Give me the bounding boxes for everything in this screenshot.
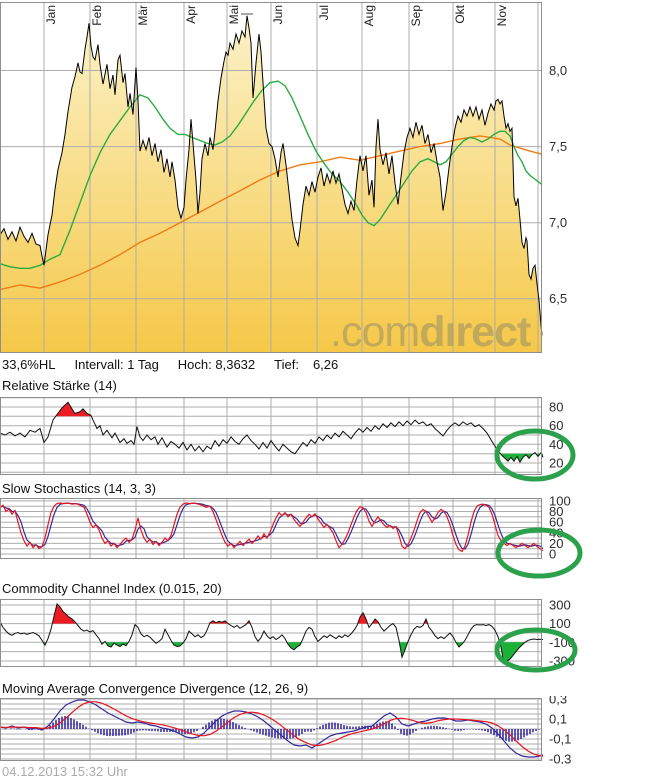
status-hl: 33,6%HL	[2, 357, 56, 372]
svg-text:Jan: Jan	[44, 5, 58, 24]
svg-text:20: 20	[549, 536, 563, 551]
svg-text:0,3: 0,3	[549, 696, 567, 707]
svg-text:-0,3: -0,3	[549, 752, 571, 765]
macd-title: Moving Average Convergence Divergence (1…	[2, 681, 309, 696]
stochastics-title: Slow Stochastics (14, 3, 3)	[2, 481, 156, 496]
status-high: Hoch: 8,3632	[177, 357, 256, 372]
svg-text:80: 80	[549, 504, 563, 519]
macd-chart-canvas: 0,3 0,1 -0,1 -0,3	[0, 696, 571, 765]
price-chart-canvas: .comdırect 8,0 7,5 7,0 6,5 Jan Feb Mär Apr Mai Jun…	[0, 2, 567, 356]
svg-text:-0,1: -0,1	[549, 732, 571, 747]
svg-text:Nov: Nov	[495, 5, 509, 26]
cci-title: Commodity Channel Index (0.015, 20)	[2, 581, 222, 596]
svg-text:8,0: 8,0	[549, 63, 567, 78]
svg-text:7,0: 7,0	[549, 215, 567, 230]
svg-text:Feb: Feb	[90, 5, 104, 26]
status-bar: 33,6%HL Intervall: 1 Tag Hoch: 8,3632 Ti…	[2, 357, 357, 372]
svg-text:0,1: 0,1	[549, 712, 567, 727]
svg-text:Aug: Aug	[362, 5, 376, 26]
svg-text:Sep: Sep	[409, 5, 423, 27]
svg-text:60: 60	[549, 515, 563, 530]
svg-text:100: 100	[549, 616, 571, 631]
svg-text:0: 0	[549, 547, 556, 562]
svg-text:.comdırect: .comdırect	[330, 308, 531, 356]
svg-text:20: 20	[549, 456, 563, 471]
rsi-chart-canvas: 80 60 40 20	[0, 397, 576, 482]
svg-text:60: 60	[549, 418, 563, 433]
svg-text:Jun: Jun	[271, 5, 285, 24]
svg-text:300: 300	[549, 598, 571, 613]
chart-timestamp: 04.12.2013 15:32 Uhr	[2, 764, 128, 779]
svg-text:6,5: 6,5	[549, 291, 567, 306]
svg-text:7,5: 7,5	[549, 139, 567, 154]
svg-text:Jul: Jul	[317, 5, 331, 20]
svg-text:100: 100	[549, 496, 571, 508]
svg-text:-300: -300	[549, 654, 575, 669]
svg-text:Okt: Okt	[453, 4, 467, 23]
rsi-title: Relative Stärke (14)	[2, 378, 117, 393]
status-low-label: Tief:	[274, 357, 299, 372]
svg-text:Apr: Apr	[184, 5, 198, 24]
svg-text:40: 40	[549, 437, 563, 452]
svg-text:Mär: Mär	[136, 5, 150, 26]
status-interval: Intervall: 1 Tag	[74, 357, 159, 372]
svg-text:80: 80	[549, 400, 563, 415]
status-low-value: 6,26	[312, 357, 339, 372]
svg-text:Mai: Mai	[227, 5, 241, 24]
